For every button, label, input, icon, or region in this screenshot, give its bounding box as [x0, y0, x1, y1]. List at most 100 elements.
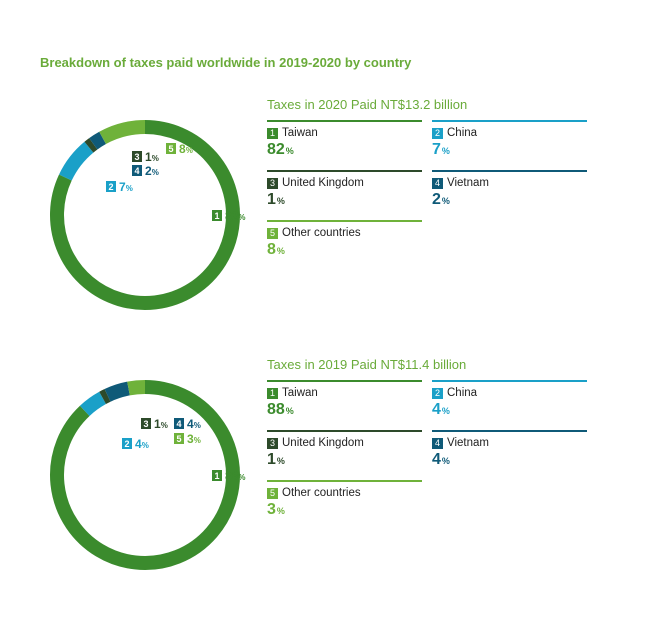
- slice-number: 4: [134, 166, 139, 176]
- legend-rule: [267, 380, 422, 382]
- slice-united-kingdom: [84, 138, 98, 153]
- legend-rule: [267, 170, 422, 172]
- slice-number-box: [141, 418, 151, 429]
- legend-label-row: 4 Vietnam: [432, 177, 587, 189]
- slice-number: 1: [214, 471, 219, 481]
- legend-country-name: Other countries: [282, 227, 361, 239]
- slice-number-box: [174, 433, 184, 444]
- slice-number-box: [166, 143, 176, 154]
- legend-rule: [432, 380, 587, 382]
- legend-label-row: 3 United Kingdom: [267, 177, 422, 189]
- donut-svg-2020: 1 82% 2 7% 3 1% 4 2% 5 8%: [50, 120, 245, 310]
- slice-label-united-kingdom: 3 1%: [141, 417, 168, 431]
- slice-label-vietnam: 4 4%: [174, 417, 201, 431]
- legend-country-name: Taiwan: [282, 387, 318, 399]
- slice-label-taiwan: 1 82%: [212, 209, 245, 223]
- slice-number-box: [132, 151, 142, 162]
- legend-percent: 8%: [267, 241, 285, 258]
- legend-label-row: 5 Other countries: [267, 487, 422, 499]
- slice-number: 5: [168, 144, 173, 154]
- panel-title-2019: Taxes in 2019 Paid NT$11.4 billion: [267, 357, 467, 372]
- legend-item-vietnam: 4 Vietnam 4%: [432, 430, 587, 469]
- legend-number: 3: [267, 177, 278, 189]
- slice-value: 1%: [154, 417, 168, 431]
- slice-value: 88%: [225, 469, 245, 483]
- slice-value: 82%: [225, 209, 245, 223]
- slice-value: 4%: [135, 437, 149, 451]
- page-title: Breakdown of taxes paid worldwide in 201…: [40, 55, 412, 70]
- slice-taiwan: [50, 380, 240, 570]
- slice-label-china: 2 7%: [106, 180, 133, 194]
- slice-value: 3%: [187, 432, 201, 446]
- legend-item-taiwan: 1 Taiwan 82%: [267, 120, 422, 159]
- slice-vietnam: [104, 381, 131, 402]
- legend-percent: 4%: [432, 401, 450, 418]
- donut-svg-2019: 1 88% 2 4% 3 1% 4 4% 5 3%: [50, 380, 245, 570]
- legend-percent: 3%: [267, 501, 285, 518]
- legend-label-row: 5 Other countries: [267, 227, 422, 239]
- legend-percent: 1%: [267, 451, 285, 468]
- legend-rule: [267, 120, 422, 122]
- slice-number-box: [174, 418, 184, 429]
- slice-other-countries: [99, 120, 146, 145]
- legend-number: 3: [267, 437, 278, 449]
- legend-country-name: China: [447, 387, 478, 399]
- legend-country-name: United Kingdom: [282, 177, 364, 189]
- legend-item-united-kingdom: 3 United Kingdom 1%: [267, 170, 422, 209]
- legend-rule: [432, 120, 587, 122]
- panel-title-2020: Taxes in 2020 Paid NT$13.2 billion: [267, 97, 468, 112]
- legend-rule: [432, 430, 587, 432]
- slice-number-box: [122, 438, 132, 449]
- legend-label-row: 3 United Kingdom: [267, 437, 422, 449]
- legend-country-name: China: [447, 127, 478, 139]
- legend-label-row: 4 Vietnam: [432, 437, 587, 449]
- legend-country-name: Vietnam: [447, 437, 489, 449]
- slice-label-other-countries: 5 3%: [174, 432, 201, 446]
- legend-item-china: 2 China 4%: [432, 380, 587, 419]
- legend-item-china: 2 China 7%: [432, 120, 587, 159]
- legend-number: 2: [432, 387, 443, 399]
- slice-number: 4: [176, 419, 181, 429]
- legend-label-row: 2 China: [432, 387, 587, 399]
- slice-number: 3: [143, 419, 148, 429]
- slice-number: 3: [134, 152, 139, 162]
- slice-value: 4%: [187, 417, 201, 431]
- legend-rule: [267, 430, 422, 432]
- donut-chart-2019: 1 88% 2 4% 3 1% 4 4% 5 3%: [40, 375, 250, 575]
- slice-united-kingdom: [99, 389, 111, 405]
- legend-percent: 88%: [267, 401, 294, 418]
- slice-value: 1%: [145, 150, 159, 164]
- slice-number: 2: [124, 439, 129, 449]
- legend-percent: 82%: [267, 141, 294, 158]
- legend-country-name: United Kingdom: [282, 437, 364, 449]
- slice-label-taiwan: 1 88%: [212, 469, 245, 483]
- slice-vietnam: [89, 131, 107, 150]
- legend-item-other-countries: 5 Other countries 8%: [267, 220, 422, 259]
- slice-number-box: [212, 470, 222, 481]
- legend-number: 5: [267, 227, 278, 239]
- slice-number: 5: [176, 434, 181, 444]
- slice-value: 2%: [145, 164, 159, 178]
- legend-country-name: Taiwan: [282, 127, 318, 139]
- legend-item-other-countries: 5 Other countries 3%: [267, 480, 422, 519]
- legend-item-vietnam: 4 Vietnam 2%: [432, 170, 587, 209]
- slice-value: 7%: [119, 180, 133, 194]
- legend-label-row: 2 China: [432, 127, 587, 139]
- slice-number: 2: [108, 182, 113, 192]
- legend-number: 1: [267, 127, 278, 139]
- slice-number: 1: [214, 211, 219, 221]
- slice-taiwan: [50, 120, 240, 310]
- slice-value: 8%: [179, 142, 193, 156]
- legend-percent: 2%: [432, 191, 450, 208]
- legend-rule: [267, 480, 422, 482]
- legend-country-name: Other countries: [282, 487, 361, 499]
- legend-number: 4: [432, 177, 443, 189]
- legend-rule: [267, 220, 422, 222]
- legend-number: 1: [267, 387, 278, 399]
- legend-label-row: 1 Taiwan: [267, 127, 422, 139]
- legend-country-name: Vietnam: [447, 177, 489, 189]
- legend-number: 4: [432, 437, 443, 449]
- slice-china: [79, 391, 107, 417]
- legend-percent: 4%: [432, 451, 450, 468]
- legend-item-taiwan: 1 Taiwan 88%: [267, 380, 422, 419]
